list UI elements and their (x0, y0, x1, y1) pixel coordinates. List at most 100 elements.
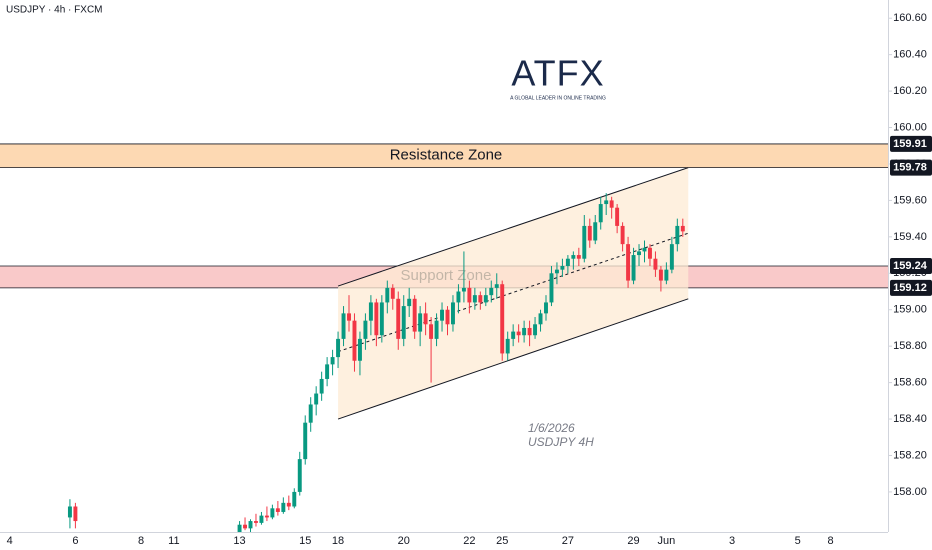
x-tick-label: 29 (627, 535, 639, 547)
y-tick-label: 158.80 (893, 340, 927, 352)
y-tick-label: 159.40 (893, 231, 927, 243)
zone-label: Resistance Zone (390, 147, 503, 164)
x-tick-label: 8 (827, 535, 833, 547)
candle-body (522, 327, 527, 336)
candle-body (303, 422, 308, 460)
y-tick-label: 158.00 (893, 486, 927, 498)
chart-title: USDJPY · 4h · FXCM (6, 5, 103, 16)
candle-body (456, 291, 461, 303)
x-tick-label: 11 (168, 535, 179, 547)
candle-body (478, 295, 483, 303)
candle-body (505, 338, 510, 354)
x-tick-label: 4 (7, 535, 13, 547)
x-tick-label: 5 (795, 535, 801, 547)
channel-lower (337, 298, 689, 420)
candle-body (593, 222, 598, 241)
candle-body (374, 302, 379, 336)
x-tick-label: 13 (233, 535, 245, 547)
candle-body (270, 508, 275, 518)
x-tick-label: 27 (562, 535, 574, 547)
candle-body (308, 404, 313, 423)
candle-body (582, 225, 587, 259)
candle-body (571, 255, 576, 259)
candle-body (281, 502, 286, 512)
candle-body (254, 521, 258, 523)
price-marker-label: 159.78 (893, 162, 927, 174)
logo-tagline: A GLOBAL LEADER IN ONLINE TRADING (510, 95, 606, 101)
price-marker (890, 159, 932, 176)
x-tick-label: 20 (398, 535, 410, 547)
price-marker-label: 159.24 (893, 260, 928, 272)
candle-body (248, 521, 253, 529)
price-marker-label: 159.91 (893, 138, 927, 150)
candle-body (658, 269, 663, 281)
candle-body (538, 313, 543, 325)
candle-body (407, 298, 412, 307)
x-tick-label: 6 (72, 535, 78, 547)
candle-body (363, 320, 368, 339)
logo: ATFX (511, 53, 604, 94)
candle-body (319, 378, 324, 394)
candle-body (314, 393, 319, 405)
candle-body (401, 306, 406, 339)
candle-body (533, 324, 538, 336)
candle-body (647, 247, 652, 259)
candle-body (237, 524, 242, 532)
candle-body (368, 302, 373, 321)
x-tick-label: 18 (332, 535, 344, 547)
candle-body (653, 258, 658, 270)
candle-body (390, 287, 395, 299)
candle-body (544, 302, 548, 314)
candle-body (336, 338, 341, 358)
y-tick-label: 158.60 (893, 377, 927, 389)
candle-body (67, 506, 72, 518)
candle-body (73, 506, 78, 522)
candle-body (264, 515, 269, 518)
candle-body (598, 204, 603, 223)
candle-body (418, 313, 423, 332)
candle-body (620, 225, 625, 245)
x-tick-label: 8 (138, 535, 144, 547)
candle-body (494, 284, 499, 288)
candle-body (396, 298, 401, 339)
price-marker-label: 159.12 (893, 282, 927, 294)
candle-body (626, 244, 631, 281)
annotation-date: 1/6/2026 (528, 421, 575, 435)
candle-body (516, 331, 521, 336)
candle-body (483, 295, 488, 303)
channel-upper (337, 167, 689, 287)
candle-body (297, 459, 302, 492)
annotation-symbol: USDJPY 4H (528, 435, 594, 449)
candle-body (472, 295, 477, 303)
candle-body (292, 491, 297, 507)
price-marker (890, 258, 932, 274)
y-tick-label: 160.20 (893, 85, 927, 97)
candle-body (549, 273, 554, 303)
candle-body (615, 207, 620, 226)
candle-body (565, 258, 570, 266)
candle-body (680, 225, 685, 232)
y-tick-label: 159.60 (893, 194, 927, 206)
candle-body (325, 364, 330, 379)
candle-body (352, 320, 357, 361)
candle-body (412, 298, 417, 332)
y-tick-label: 160.00 (893, 121, 927, 133)
x-tick-label: Jun (658, 535, 676, 547)
y-tick-label: 158.40 (893, 413, 927, 425)
candle-body (423, 313, 428, 325)
candle-body (429, 324, 434, 339)
candle-body (587, 225, 592, 241)
y-tick-label: 160.60 (893, 12, 927, 24)
candle-body (489, 287, 494, 296)
candle-body (511, 331, 516, 339)
y-tick-label: 158.20 (893, 449, 927, 461)
candle-body (527, 327, 532, 336)
candle-body (275, 508, 280, 512)
candles (67, 193, 685, 532)
candle-body (347, 313, 351, 321)
candle-body (451, 302, 455, 325)
candle-body (357, 338, 362, 361)
candle-body (604, 200, 609, 205)
